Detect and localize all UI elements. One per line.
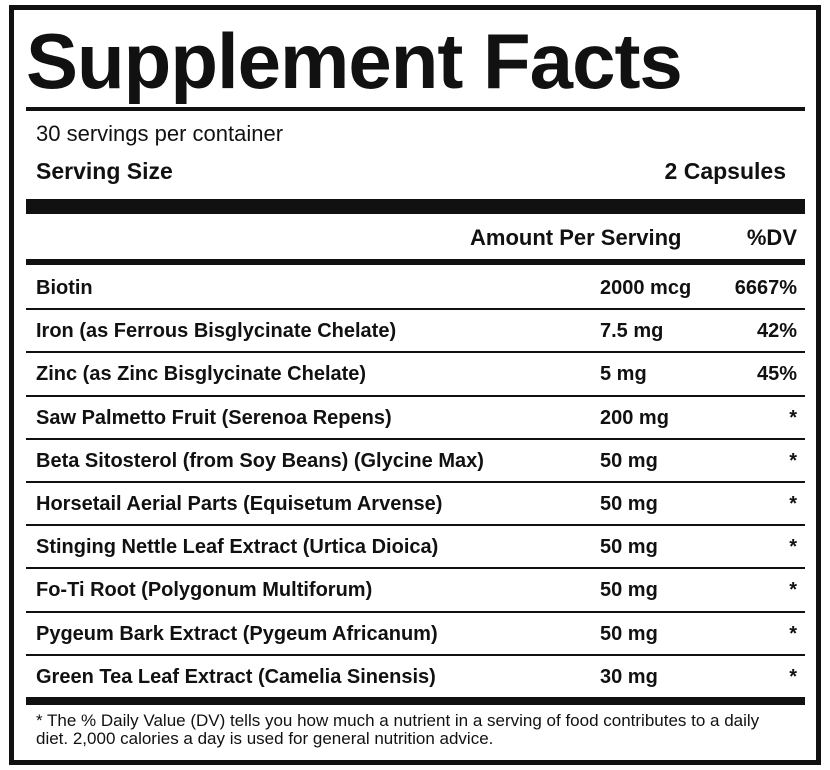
nutrient-amount: 200 mg [600,406,669,429]
nutrient-dv: * [789,665,797,688]
nutrient-amount: 50 mg [600,579,658,602]
nutrient-dv: * [789,622,797,645]
nutrient-amount: 50 mg [600,493,658,515]
serving-size-value: 2 Capsules [664,158,786,184]
row-divider [26,610,805,613]
nutrient-dv: * [789,449,797,472]
nutrient-name: Biotin [36,277,93,299]
nutrient-name: Stinging Nettle Leaf Extract (Urtica Dio… [36,536,439,559]
nutrient-name: Horsetail Aerial Parts (Equisetum Arvens… [36,493,443,515]
nutrient-name: Zinc (as Zinc Bisglycinate Chelate) [36,363,367,386]
nutrient-dv: 6667% [734,277,797,299]
nutrient-dv: * [789,493,797,515]
row-divider [26,351,805,354]
nutrient-name: Green Tea Leaf Extract (Camelia Sinensis… [36,665,436,688]
nutrient-name: Fo-Ti Root (Polygonum Multiforum) [36,579,373,602]
daily-value-footnote: * The % Daily Value (DV) tells you how m… [36,711,760,748]
thick-rule-bottom [26,697,805,705]
title-rule [26,107,805,111]
nutrient-dv: * [789,536,797,559]
panel-title: Supplement Facts [26,17,683,105]
nutrient-amount: 50 mg [600,622,658,645]
nutrient-amount: 7.5 mg [600,320,664,343]
nutrient-amount: 5 mg [600,363,647,386]
row-divider [26,481,805,483]
nutrient-name: Saw Palmetto Fruit (Serenoa Repens) [36,406,392,429]
servings-per-container: 30 servings per container [36,121,284,146]
row-divider [26,567,805,570]
header-rule [26,259,805,265]
nutrient-dv: 42% [756,320,797,343]
row-divider [26,308,805,311]
nutrient-name: Beta Sitosterol (from Soy Beans) (Glycin… [36,449,484,472]
nutrient-amount: 50 mg [600,536,658,559]
amount-per-serving-header: Amount Per Serving [470,225,682,250]
nutrient-name: Pygeum Bark Extract (Pygeum Africanum) [36,622,438,645]
nutrient-dv: * [789,579,797,602]
nutrient-amount: 2000 mcg [600,277,692,299]
row-divider [26,653,805,656]
row-divider [26,437,805,440]
supplement-facts-panel [9,5,821,765]
row-divider [26,394,805,397]
dv-header: %DV [746,225,797,250]
nutrient-amount: 50 mg [600,449,658,472]
nutrient-amount: 30 mg [600,665,658,688]
nutrient-dv: * [789,406,797,429]
serving-size-label: Serving Size [36,158,173,184]
thick-rule-top [26,199,805,214]
row-divider [26,524,805,527]
nutrient-name: Iron (as Ferrous Bisglycinate Chelate) [36,320,397,343]
nutrient-dv: 45% [756,363,797,386]
